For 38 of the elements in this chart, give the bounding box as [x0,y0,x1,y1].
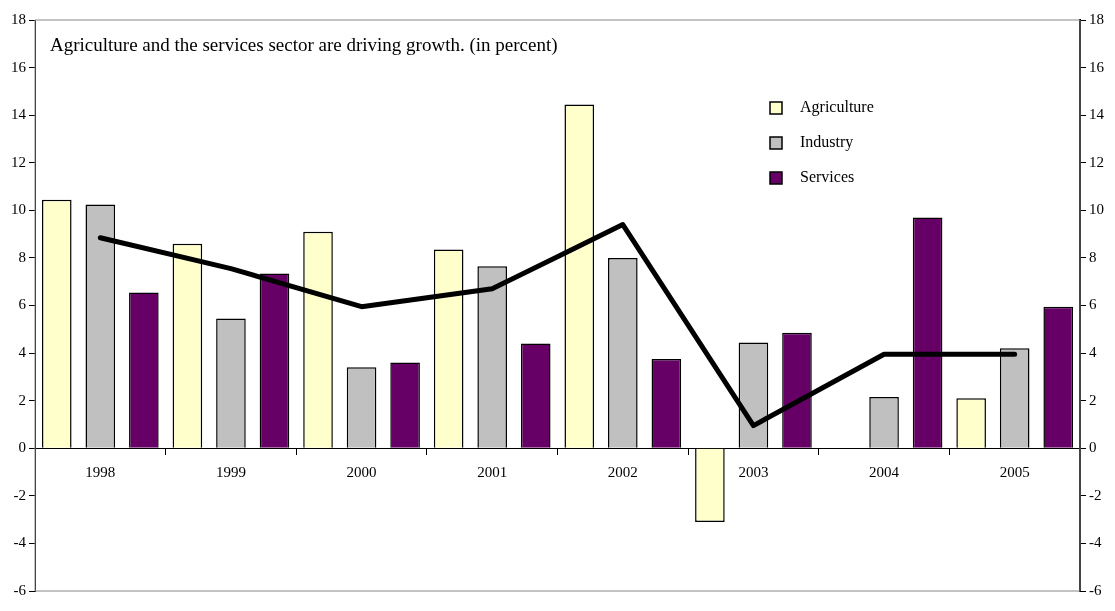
y-tick-label: -6 [13,581,27,598]
x-tick-label: 2001 [477,464,508,481]
y-tick-label: 12 [11,153,26,170]
y2-tick-label: 16 [1089,58,1105,75]
y-tick-label: 6 [18,296,27,313]
y-tick-label: 14 [11,106,27,123]
y-tick-label: -2 [13,486,26,503]
y2-tick-label: 10 [1089,201,1104,218]
y2-tick-label: 18 [1089,10,1104,27]
y-tick-label: 4 [18,344,27,361]
y-tick-label: 18 [11,10,26,27]
text: Agriculture and the services sector are driving growth. (in percent) [50,33,558,56]
y-tick-label: 8 [18,248,26,265]
legend-label: Agriculture [800,98,874,117]
x-tick-label: 2004 [869,464,900,481]
y-tick-label: 16 [11,58,27,75]
y2-tick-label: 12 [1089,153,1104,170]
y2-tick-label: 4 [1089,344,1097,361]
x-tick-label: 2002 [607,464,638,481]
y2-tick-label: -4 [1089,534,1102,551]
x-tick-label: 1999 [215,464,246,481]
y2-tick-label: 2 [1089,391,1097,408]
y2-tick-label: 0 [1089,439,1097,456]
legend-label: Services [800,168,855,186]
y2-tick-label: -2 [1089,486,1102,503]
y2-tick-label: 6 [1089,296,1097,313]
y-tick-label: 10 [11,201,26,218]
y-tick-label: 2 [18,391,26,408]
x-tick-label: 2000 [346,464,377,481]
legend-label: Industry [800,133,854,152]
y-tick-label: 0 [18,439,26,456]
x-tick-label: 2003 [738,464,769,481]
y2-tick-label: 14 [1089,106,1105,123]
x-tick-label: 2005 [999,464,1030,481]
y-tick-label: -4 [13,534,27,551]
y2-tick-label: 8 [1089,248,1097,265]
x-tick-label: 1998 [85,464,116,481]
y2-tick-label: -6 [1089,581,1102,598]
